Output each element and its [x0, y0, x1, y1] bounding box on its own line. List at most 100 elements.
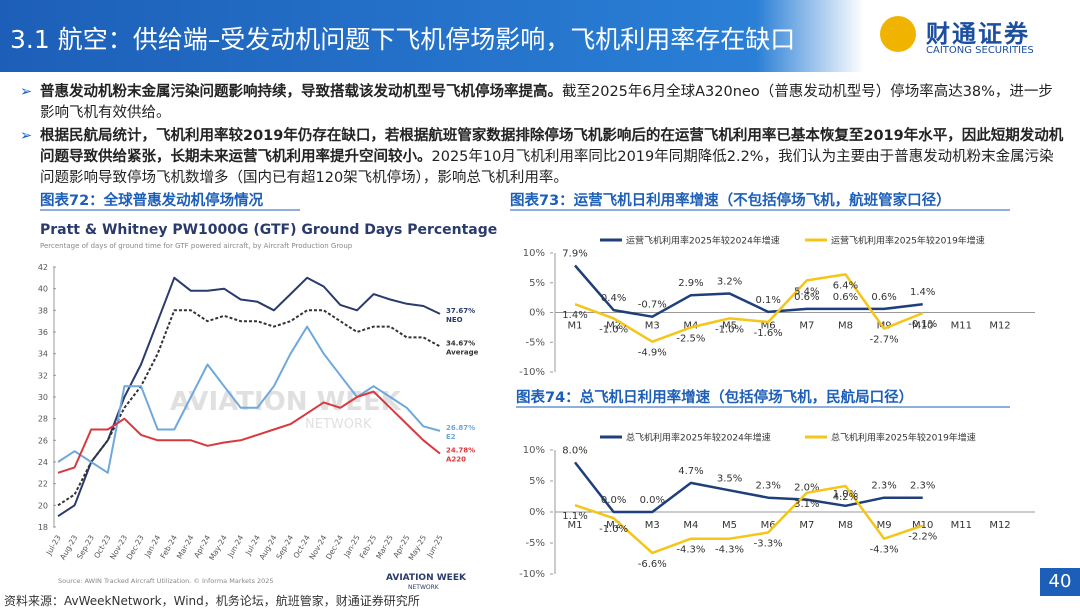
data-label: 2.3%	[871, 481, 896, 492]
x-tick-label: M9	[877, 520, 892, 531]
data-label: 6.4%	[833, 280, 858, 291]
data-label: 4.7%	[678, 466, 703, 477]
source: Source: AWIN Tracked Aircraft Utilizatio…	[58, 577, 274, 585]
bullet-bold: 普惠发动机粉末金属污染问题影响持续，导致搭载该发动机型号飞机停场率提高。	[40, 84, 562, 100]
series-line	[574, 264, 923, 318]
y-tick-label: 10%	[523, 248, 545, 259]
data-label: -3.3%	[754, 538, 783, 549]
end-label: 37.67%	[446, 307, 475, 315]
series-name: Average	[446, 348, 479, 356]
data-label: 2.0%	[794, 483, 819, 494]
series-line	[574, 484, 924, 555]
data-label: 4.2%	[833, 492, 858, 503]
data-label: 0.6%	[794, 292, 819, 303]
data-label: -0.1%	[908, 319, 937, 330]
x-tick-label: M12	[989, 321, 1010, 332]
y-tick-label: 38	[38, 306, 48, 315]
series-line	[57, 309, 441, 507]
logo-text: 财通证券	[926, 20, 1030, 48]
y-tick-label: 0%	[529, 308, 545, 319]
end-label: 24.78%	[446, 447, 475, 455]
series-name: A220	[446, 456, 466, 464]
x-tick-label: M6	[761, 520, 776, 531]
chart-caption: 图表73：运营飞机日利用率增速（不包括停场飞机，航班管家口径）	[510, 191, 951, 209]
data-label: 2.3%	[755, 481, 780, 492]
legend-label: 运营飞机利用率2025年较2019年增速	[831, 235, 985, 247]
x-tick-label: M1	[568, 520, 583, 531]
data-label: 1.1%	[562, 511, 587, 522]
data-label: 0.6%	[871, 292, 896, 303]
x-tick-label: Jun-24	[225, 533, 245, 559]
x-tick-label: M4	[683, 321, 698, 332]
data-label: 0.0%	[640, 495, 665, 506]
bullets: 普惠发动机粉末金属污染问题影响持续，导致搭载该发动机型号飞机停场率提高。截至20…	[20, 82, 1065, 191]
x-tick-label: M1	[568, 321, 583, 332]
x-tick-label: M12	[989, 520, 1010, 531]
x-tick-label: M9	[877, 321, 892, 332]
logo-icon	[880, 16, 916, 52]
y-tick-label: 34	[38, 350, 48, 359]
x-tick-label: M8	[838, 321, 853, 332]
x-tick-label: M11	[951, 520, 972, 531]
chart-caption: 图表72：全球普惠发动机停场情况	[40, 191, 264, 209]
bullet: 普惠发动机粉末金属污染问题影响持续，导致搭载该发动机型号飞机停场率提高。截至20…	[20, 82, 1065, 124]
watermark-sub: NETWORK	[305, 417, 372, 432]
data-label: -2.2%	[908, 532, 937, 543]
x-tick-label: M4	[683, 520, 698, 531]
y-tick-label: 20	[38, 501, 48, 510]
data-label: 3.2%	[717, 276, 742, 287]
data-label: -4.3%	[676, 545, 705, 556]
y-tick-label: -10%	[519, 367, 545, 378]
data-label: -0.7%	[638, 300, 667, 311]
x-tick-label: M5	[722, 321, 737, 332]
y-tick-label: 5%	[529, 278, 545, 289]
data-label: 8.0%	[562, 445, 587, 456]
data-label: -1.0%	[715, 324, 744, 335]
y-tick-label: 42	[38, 263, 48, 272]
y-tick-label: 24	[38, 458, 48, 467]
x-tick-label: M2	[606, 321, 621, 332]
data-label: 1.0%	[833, 489, 858, 500]
data-label: 0.0%	[601, 495, 626, 506]
publisher-logo: AVIATION WEEK	[386, 573, 467, 583]
y-tick-label: 30	[38, 393, 48, 402]
series-line	[574, 461, 923, 514]
y-tick-label: 22	[38, 480, 48, 489]
y-tick-label: 0%	[529, 507, 545, 518]
series-name: NEO	[446, 316, 463, 324]
legend-label: 运营飞机利用率2025年较2024年增速	[626, 235, 780, 247]
data-label: 2.3%	[910, 481, 935, 492]
x-tick-label: M3	[645, 321, 660, 332]
data-label: -6.6%	[638, 559, 667, 570]
data-label: -1.0%	[599, 324, 628, 335]
data-label: -4.3%	[715, 545, 744, 556]
series-line	[574, 273, 924, 343]
slide-title: 3.1 航空：供给端–受发动机问题下飞机停场影响，飞机利用率存在缺口	[10, 25, 796, 54]
data-label: 1.4%	[562, 310, 587, 321]
y-tick-label: 18	[38, 523, 48, 532]
series-line	[57, 390, 441, 474]
data-label: -2.7%	[870, 335, 899, 346]
data-label: 3.5%	[717, 473, 742, 484]
y-tick-label: 36	[38, 328, 48, 337]
y-tick-label: 5%	[529, 476, 545, 487]
data-label: 2.9%	[678, 278, 703, 289]
data-label: 7.9%	[562, 248, 587, 259]
y-tick-label: 28	[38, 415, 48, 424]
end-label: 34.67%	[446, 339, 475, 347]
data-label: -1.6%	[754, 328, 783, 339]
x-tick-label: M7	[799, 321, 814, 332]
bullet-bold: 根据民航局统计，飞机利用率较2019年仍存在缺口，若根据航班管家数据排除停场飞机…	[40, 128, 1064, 165]
data-label: -2.5%	[676, 333, 705, 344]
y-tick-label: 10%	[523, 445, 545, 456]
y-tick-label: 26	[38, 436, 48, 445]
x-tick-label: M3	[645, 520, 660, 531]
source-note: 资料来源：AvWeekNetwork，Wind，机务论坛，航班管家，财通证券研究…	[4, 594, 420, 608]
bullet-text: 2025年10月飞机利用率同比2019年同期降低2.2%，我们认为主要由于普惠发…	[40, 149, 1054, 186]
y-tick-label: 40	[38, 285, 48, 294]
data-label: -4.3%	[870, 545, 899, 556]
data-label: 0.6%	[833, 292, 858, 303]
data-label: -4.9%	[638, 348, 667, 359]
